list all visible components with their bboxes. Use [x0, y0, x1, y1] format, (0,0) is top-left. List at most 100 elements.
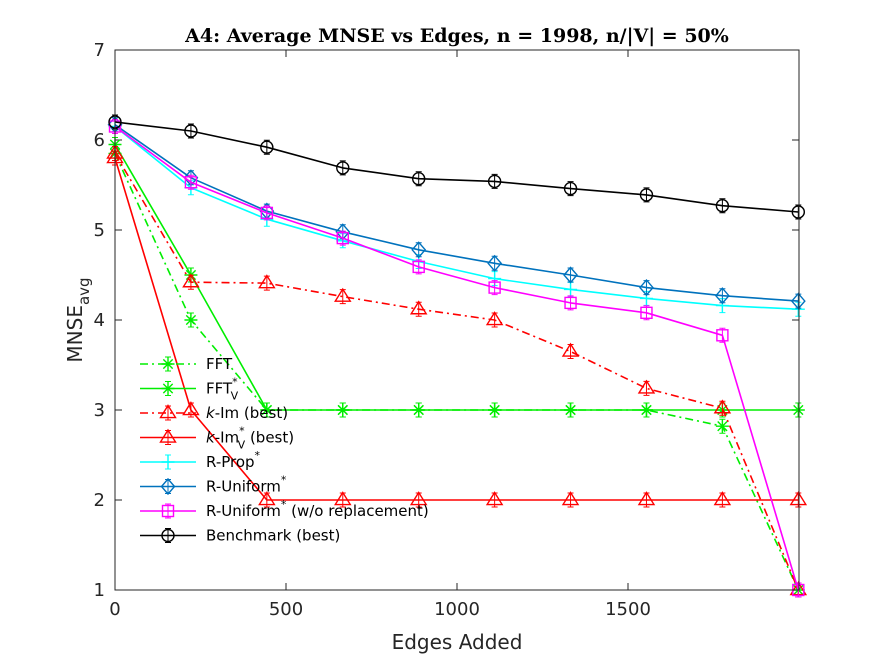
y-tick-label: 4 — [94, 310, 105, 331]
series-line — [114, 121, 799, 213]
data-point — [258, 274, 276, 291]
y-tick-label: 6 — [94, 130, 105, 151]
data-point — [640, 305, 653, 321]
error-bar — [415, 171, 422, 187]
data-point — [260, 205, 274, 221]
marker-triangle — [561, 342, 580, 357]
marker-circle — [487, 174, 502, 189]
error-bar — [263, 139, 270, 155]
data-point — [790, 292, 806, 310]
marker-plus — [161, 455, 175, 469]
marker-triangle — [561, 491, 580, 506]
data-point — [336, 230, 349, 246]
series-layer — [106, 114, 808, 598]
marker-triangle — [159, 404, 177, 419]
marker-triangle — [182, 401, 200, 416]
data-point — [715, 418, 729, 434]
legend-entry: R-Uniform* (w/o replacement) — [140, 498, 429, 520]
marker-circle — [715, 198, 730, 213]
marker-triangle — [637, 491, 656, 506]
marker-circle — [563, 181, 578, 196]
series-line — [114, 144, 799, 411]
data-point — [715, 198, 730, 214]
y-tick-label: 2 — [94, 490, 105, 511]
marker-diamond — [714, 287, 730, 305]
legend-label: k-Im (best) — [206, 404, 288, 422]
data-point — [336, 402, 350, 418]
data-point — [714, 287, 730, 305]
data-point — [487, 173, 502, 189]
marker-star — [336, 403, 350, 417]
legend-entry: R-Uniform* — [140, 474, 287, 496]
marker-star — [412, 403, 426, 417]
marker-diamond — [790, 292, 806, 310]
data-point — [791, 402, 805, 418]
x-tick-label: 0 — [109, 599, 120, 620]
data-point — [637, 491, 656, 508]
series-line — [114, 157, 799, 501]
data-point — [184, 312, 198, 328]
data-point — [260, 139, 274, 155]
data-point — [184, 123, 198, 139]
marker-triangle — [182, 273, 200, 288]
marker-star — [161, 382, 175, 395]
error-bar — [567, 181, 574, 197]
marker-square — [564, 296, 577, 310]
y-tick-label: 3 — [94, 400, 105, 421]
legend-error-bar — [165, 528, 171, 543]
y-axis-label-sub: avg — [75, 277, 93, 305]
error-bar — [339, 160, 346, 176]
marker-star — [260, 403, 274, 417]
marker-square — [336, 231, 349, 245]
marker-square — [260, 206, 274, 220]
data-point — [561, 491, 580, 508]
marker-triangle — [485, 311, 504, 326]
legend-entry: R-Prop* — [140, 449, 261, 471]
y-axis-label-main: MNSE — [63, 305, 87, 363]
legend-label-part: FFT — [206, 380, 233, 398]
series-line — [114, 153, 800, 591]
x-tick-label: 500 — [269, 599, 303, 620]
data-point — [409, 491, 428, 508]
marker-triangle — [258, 491, 276, 506]
error-bar — [719, 327, 726, 343]
error-bar — [339, 230, 346, 246]
y-tick-label: 5 — [94, 220, 105, 241]
legend-label-part: k — [206, 429, 216, 447]
series-6 — [108, 119, 805, 598]
marker-square — [184, 176, 198, 189]
legend-entry: k-Im* V (best) — [140, 425, 294, 452]
x-tick-label: 1000 — [434, 599, 480, 620]
error-bar — [795, 204, 802, 220]
marker-circle — [336, 161, 350, 175]
data-point — [716, 327, 729, 343]
legend-label-part: -Im — [215, 429, 239, 447]
data-point — [412, 402, 426, 418]
data-point — [485, 311, 504, 328]
error-bar — [719, 198, 726, 214]
legend-label-part: V — [238, 439, 246, 452]
data-point — [791, 204, 806, 220]
y-tick-label: 7 — [94, 40, 105, 61]
x-axis-label: Edges Added — [392, 630, 523, 654]
legend-label: R-Uniform* — [206, 474, 287, 496]
series-line — [114, 125, 799, 310]
legend-label: FFT — [206, 355, 233, 373]
error-bar — [491, 173, 498, 189]
marker-star — [791, 403, 805, 417]
marker-diamond — [563, 266, 578, 284]
legend-label-part: * — [239, 425, 245, 438]
data-point — [564, 402, 578, 418]
marker-star — [161, 357, 175, 371]
data-point — [561, 342, 580, 359]
chart-title: A4: Average MNSE vs Edges, n = 1998, n/|… — [184, 25, 729, 47]
legend-label-part: FFT — [206, 355, 233, 373]
marker-diamond — [639, 279, 654, 297]
marker-circle — [161, 528, 175, 543]
data-point — [564, 295, 577, 311]
data-point — [488, 280, 501, 296]
marker-diamond — [487, 254, 503, 272]
data-point — [334, 491, 352, 508]
